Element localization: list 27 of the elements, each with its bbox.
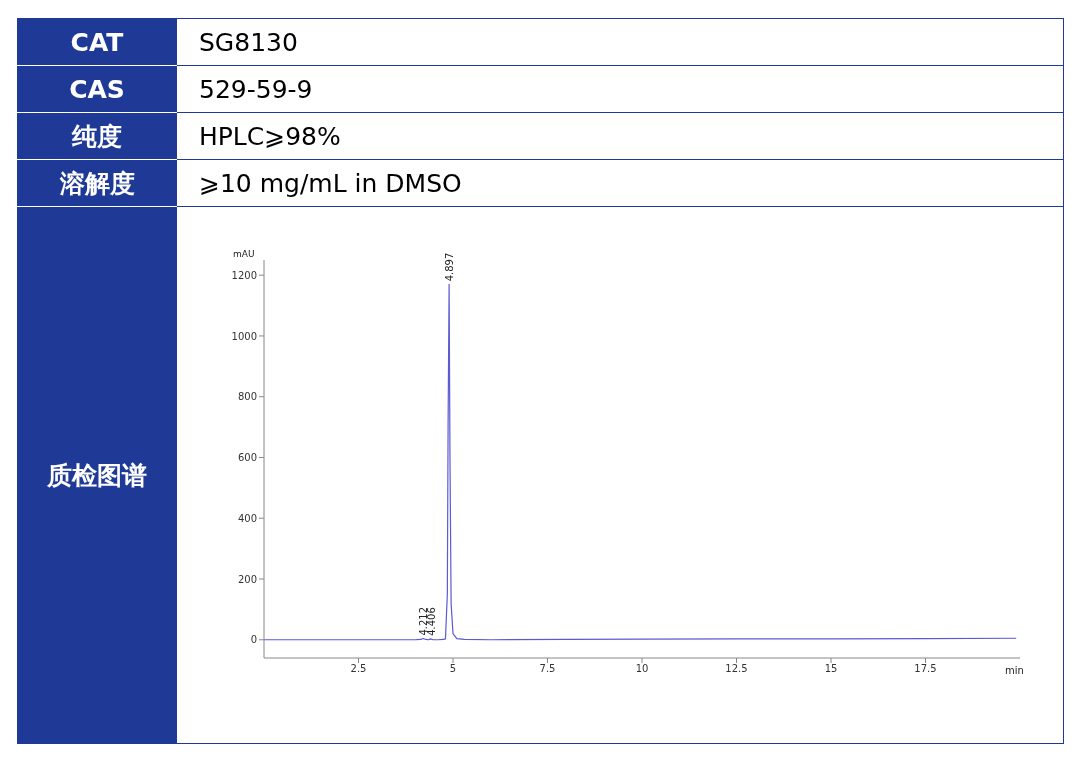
x-axis-title: min [1005, 665, 1024, 676]
x-tick-label: 10 [635, 663, 649, 675]
x-tick-label: 7.5 [539, 663, 556, 675]
y-tick-label: 600 [237, 452, 257, 464]
line-series [264, 283, 1017, 641]
y-axis-title: mAU [233, 249, 255, 259]
text: ⩾10 mg/mL in DMSO [177, 159, 1064, 207]
y-tick-label: 400 [237, 512, 257, 524]
text: 质检图谱 [17, 206, 177, 744]
x-tick-label: 12.5 [725, 663, 748, 675]
text: 529-59-9 [177, 65, 1064, 113]
y-tick-label: 800 [237, 391, 257, 403]
text: SG8130 [177, 18, 1064, 66]
text: CAT [17, 18, 177, 66]
x-tick-label: 5 [449, 663, 457, 675]
y-tick-label: 1000 [231, 330, 257, 342]
x-tick-label: 15 [824, 663, 838, 675]
text: CAS [17, 65, 177, 113]
y-tick-label: 200 [237, 573, 257, 585]
annotation: 4.897 [444, 252, 456, 282]
y-tick-label: 1200 [231, 269, 257, 281]
y-tick-label: 0 [250, 634, 257, 646]
x-tick-label: 17.5 [914, 663, 937, 675]
text: 溶解度 [17, 159, 177, 207]
x-tick-label: 2.5 [350, 663, 367, 675]
text: 纯度 [17, 112, 177, 160]
text: HPLC⩾98% [177, 112, 1064, 160]
